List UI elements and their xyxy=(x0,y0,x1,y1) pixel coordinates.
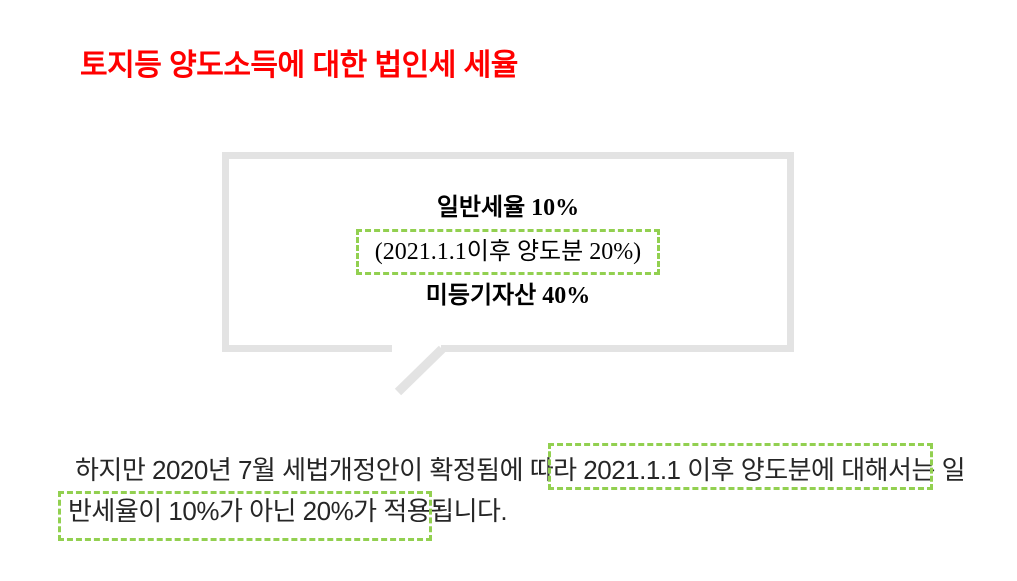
paragraph-line-2: 반세율이 10%가 아닌 20%가 적용됩니다. xyxy=(68,496,508,526)
paragraph-line1-plain: 하지만 2020년 7월 세법개정안이 확정됨에 따라 xyxy=(75,455,577,485)
page-title: 토지등 양도소득에 대한 법인세 세율 xyxy=(80,49,518,82)
speech-bubble-content: 일반세율 10% (2021.1.1이후 양도분 20%) 미등기자산 40% xyxy=(229,159,787,345)
paragraph-line1-highlighted: 2021.1.1 이후 양도분에 대해서는 일 xyxy=(583,455,966,485)
highlight-box-bubble: (2021.1.1이후 양도분 20%) xyxy=(355,229,661,275)
unregistered-asset-rate-text: 미등기자산 40% xyxy=(425,283,591,309)
general-rate-text: 일반세율 10% xyxy=(436,195,580,221)
speech-bubble-tail xyxy=(394,345,446,396)
paragraph-line-1: 하지만 2020년 7월 세법개정안이 확정됨에 따라 2021.1.1 이후 … xyxy=(75,453,966,487)
rate-2021-text: (2021.1.1이후 양도분 20%) xyxy=(374,239,642,265)
